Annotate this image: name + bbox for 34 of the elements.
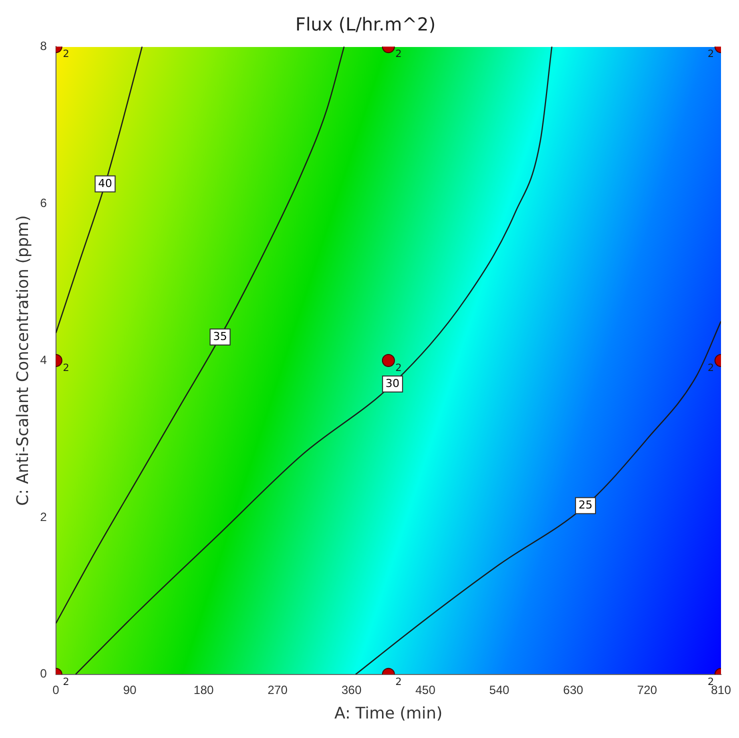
series-label: 25 — [578, 498, 593, 512]
y-axis-title: C: Anti-Scalant Concentration (ppm) — [12, 215, 32, 506]
annotation: 2 — [708, 49, 714, 60]
line-series — [56, 46, 143, 334]
annotation: 2 — [62, 363, 70, 374]
x-tick-label: 180 — [194, 682, 214, 697]
annotation: 2 — [395, 676, 402, 688]
y-tick-label: 0 — [40, 666, 48, 681]
x-tick-label: 540 — [489, 682, 510, 697]
x-axis-title: A: Time (min) — [334, 704, 442, 723]
x-tick-label: 90 — [123, 682, 137, 697]
x-tick-label: 270 — [268, 682, 288, 697]
series-label: 30 — [386, 376, 400, 390]
annotation: 2 — [395, 363, 402, 374]
line-series — [56, 46, 345, 624]
y-tick-label: 8 — [40, 38, 48, 53]
annotation: 2 — [708, 363, 714, 374]
x-tick-label: 0 — [52, 682, 60, 697]
x-tick-label: 630 — [563, 682, 584, 697]
series-label: 40 — [98, 176, 112, 190]
chart-title: Flux (L/hr.m^2) — [295, 14, 436, 36]
series-label: 35 — [213, 330, 228, 343]
x-tick-label: 360 — [341, 682, 362, 697]
annotation: 2 — [62, 49, 70, 60]
x-tick-label: 810 — [710, 682, 732, 697]
x-tick-label: 450 — [415, 682, 436, 697]
y-tick-label: 6 — [40, 196, 48, 210]
x-tick-label: 720 — [637, 682, 658, 697]
y-tick-label: 4 — [40, 352, 48, 367]
y-tick-label: 2 — [40, 510, 48, 524]
line-series — [74, 46, 552, 674]
annotation: 2 — [395, 49, 402, 60]
annotation: 2 — [62, 676, 70, 688]
line-series — [354, 320, 721, 674]
